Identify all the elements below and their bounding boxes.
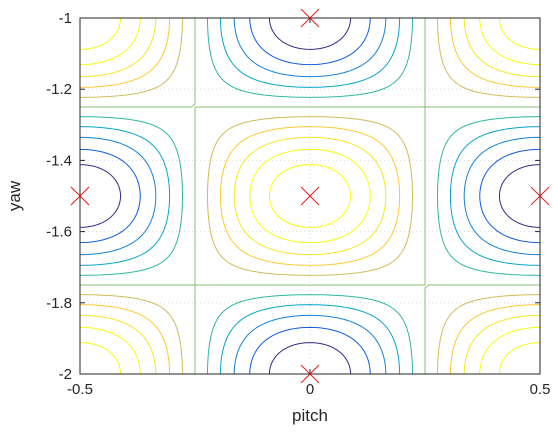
y-tick-label: -1.4 — [46, 152, 72, 169]
ticks: -0.5 0 0.5 -2 -1.8 -1.6 -1.4 -1.2 -1 — [46, 10, 550, 398]
markers — [70, 8, 550, 384]
x-marker — [300, 8, 320, 28]
contour-level-line — [80, 18, 540, 374]
y-tick-label: -2 — [59, 366, 72, 383]
y-tick-label: -1.6 — [46, 224, 72, 241]
y-tick-label: -1.8 — [46, 295, 72, 312]
x-marker — [300, 186, 320, 206]
contour-level-line — [80, 18, 540, 374]
x-marker — [70, 186, 90, 206]
x-marker — [300, 364, 320, 384]
y-tick-label: -1 — [59, 10, 72, 27]
contour-level-line — [80, 18, 540, 374]
contour-level-line — [80, 18, 540, 374]
contour-level-line — [80, 18, 540, 374]
contour-level-line — [80, 18, 540, 374]
x-axis-label: pitch — [292, 406, 328, 425]
x-marker — [530, 186, 550, 206]
contour-lines — [80, 18, 540, 374]
contour-level-line — [80, 18, 540, 374]
grid — [80, 18, 540, 374]
y-axis-label: yaw — [5, 180, 24, 211]
contour-level-line — [80, 18, 540, 374]
contour-level-line — [80, 18, 540, 374]
contour-level-line — [80, 18, 540, 374]
x-tick-label: 0 — [306, 381, 314, 398]
contour-level-line — [80, 18, 540, 374]
y-tick-label: -1.2 — [46, 81, 72, 98]
x-tick-label: -0.5 — [67, 381, 93, 398]
x-tick-label: 0.5 — [530, 381, 551, 398]
